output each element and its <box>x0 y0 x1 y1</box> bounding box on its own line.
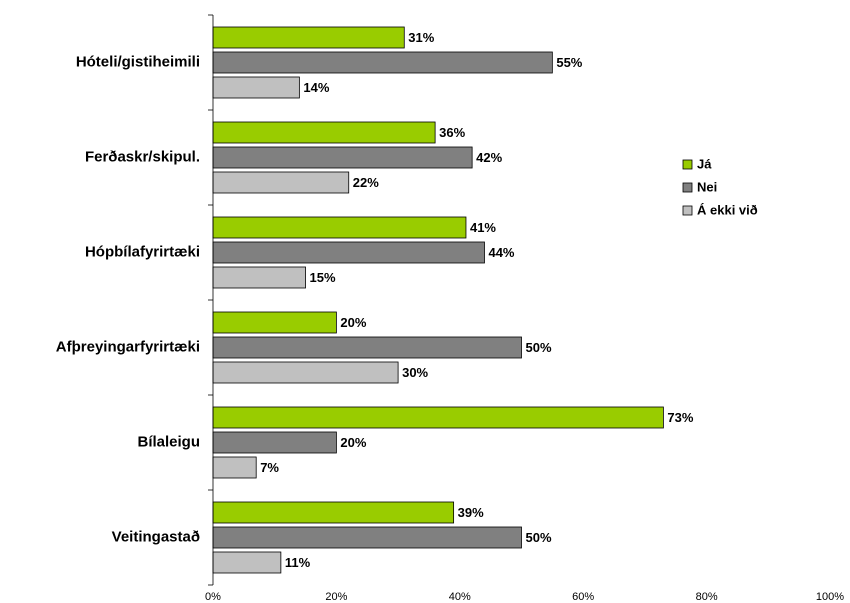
value-label: 15% <box>310 270 336 285</box>
bar <box>212 311 337 334</box>
legend-label: Nei <box>697 179 717 194</box>
value-label: 41% <box>470 220 496 235</box>
bar <box>212 216 467 239</box>
bar <box>212 456 257 479</box>
value-label: 30% <box>402 365 428 380</box>
bar <box>212 171 350 194</box>
value-label: 50% <box>526 530 552 545</box>
value-label: 36% <box>439 125 465 140</box>
value-label: 7% <box>260 460 279 475</box>
bar <box>212 431 337 454</box>
category-label: Veitingastað <box>112 528 200 545</box>
bar <box>212 266 306 289</box>
legend-swatch <box>682 182 693 193</box>
bar <box>212 76 300 99</box>
value-label: 42% <box>476 150 502 165</box>
x-tick-label: 40% <box>449 591 471 603</box>
bar <box>212 51 553 74</box>
bar <box>212 121 436 144</box>
bar <box>212 526 522 549</box>
value-label: 31% <box>408 30 434 45</box>
bar <box>212 501 455 524</box>
bar <box>212 361 399 384</box>
legend-label: Já <box>697 156 712 171</box>
legend-label: Á ekki við <box>697 202 758 217</box>
value-label: 22% <box>353 175 379 190</box>
value-label: 20% <box>340 315 366 330</box>
category-label: Afþreyingarfyrirtæki <box>56 338 200 355</box>
x-tick-label: 0% <box>205 591 221 603</box>
bar <box>212 241 485 264</box>
value-label: 55% <box>556 55 582 70</box>
legend-swatch <box>682 159 693 170</box>
category-label: Ferðaskr/skipul. <box>85 148 200 165</box>
legend-swatch <box>682 205 693 216</box>
x-tick-label: 60% <box>572 591 594 603</box>
value-label: 50% <box>526 340 552 355</box>
value-label: 73% <box>667 410 693 425</box>
category-label: Bílaleigu <box>137 433 200 450</box>
x-tick-label: 80% <box>696 591 718 603</box>
value-label: 14% <box>303 80 329 95</box>
value-label: 39% <box>458 505 484 520</box>
value-label: 11% <box>285 555 311 570</box>
value-label: 20% <box>340 435 366 450</box>
x-tick-label: 20% <box>325 591 347 603</box>
bar <box>212 406 664 429</box>
category-label: Hóteli/gistiheimili <box>76 53 200 70</box>
bar <box>212 146 473 169</box>
category-label: Hópbílafyrirtæki <box>85 243 200 260</box>
bar <box>212 551 282 574</box>
bar <box>212 26 405 49</box>
x-tick-label: 100% <box>816 591 844 603</box>
value-label: 44% <box>488 245 514 260</box>
bar <box>212 336 522 359</box>
